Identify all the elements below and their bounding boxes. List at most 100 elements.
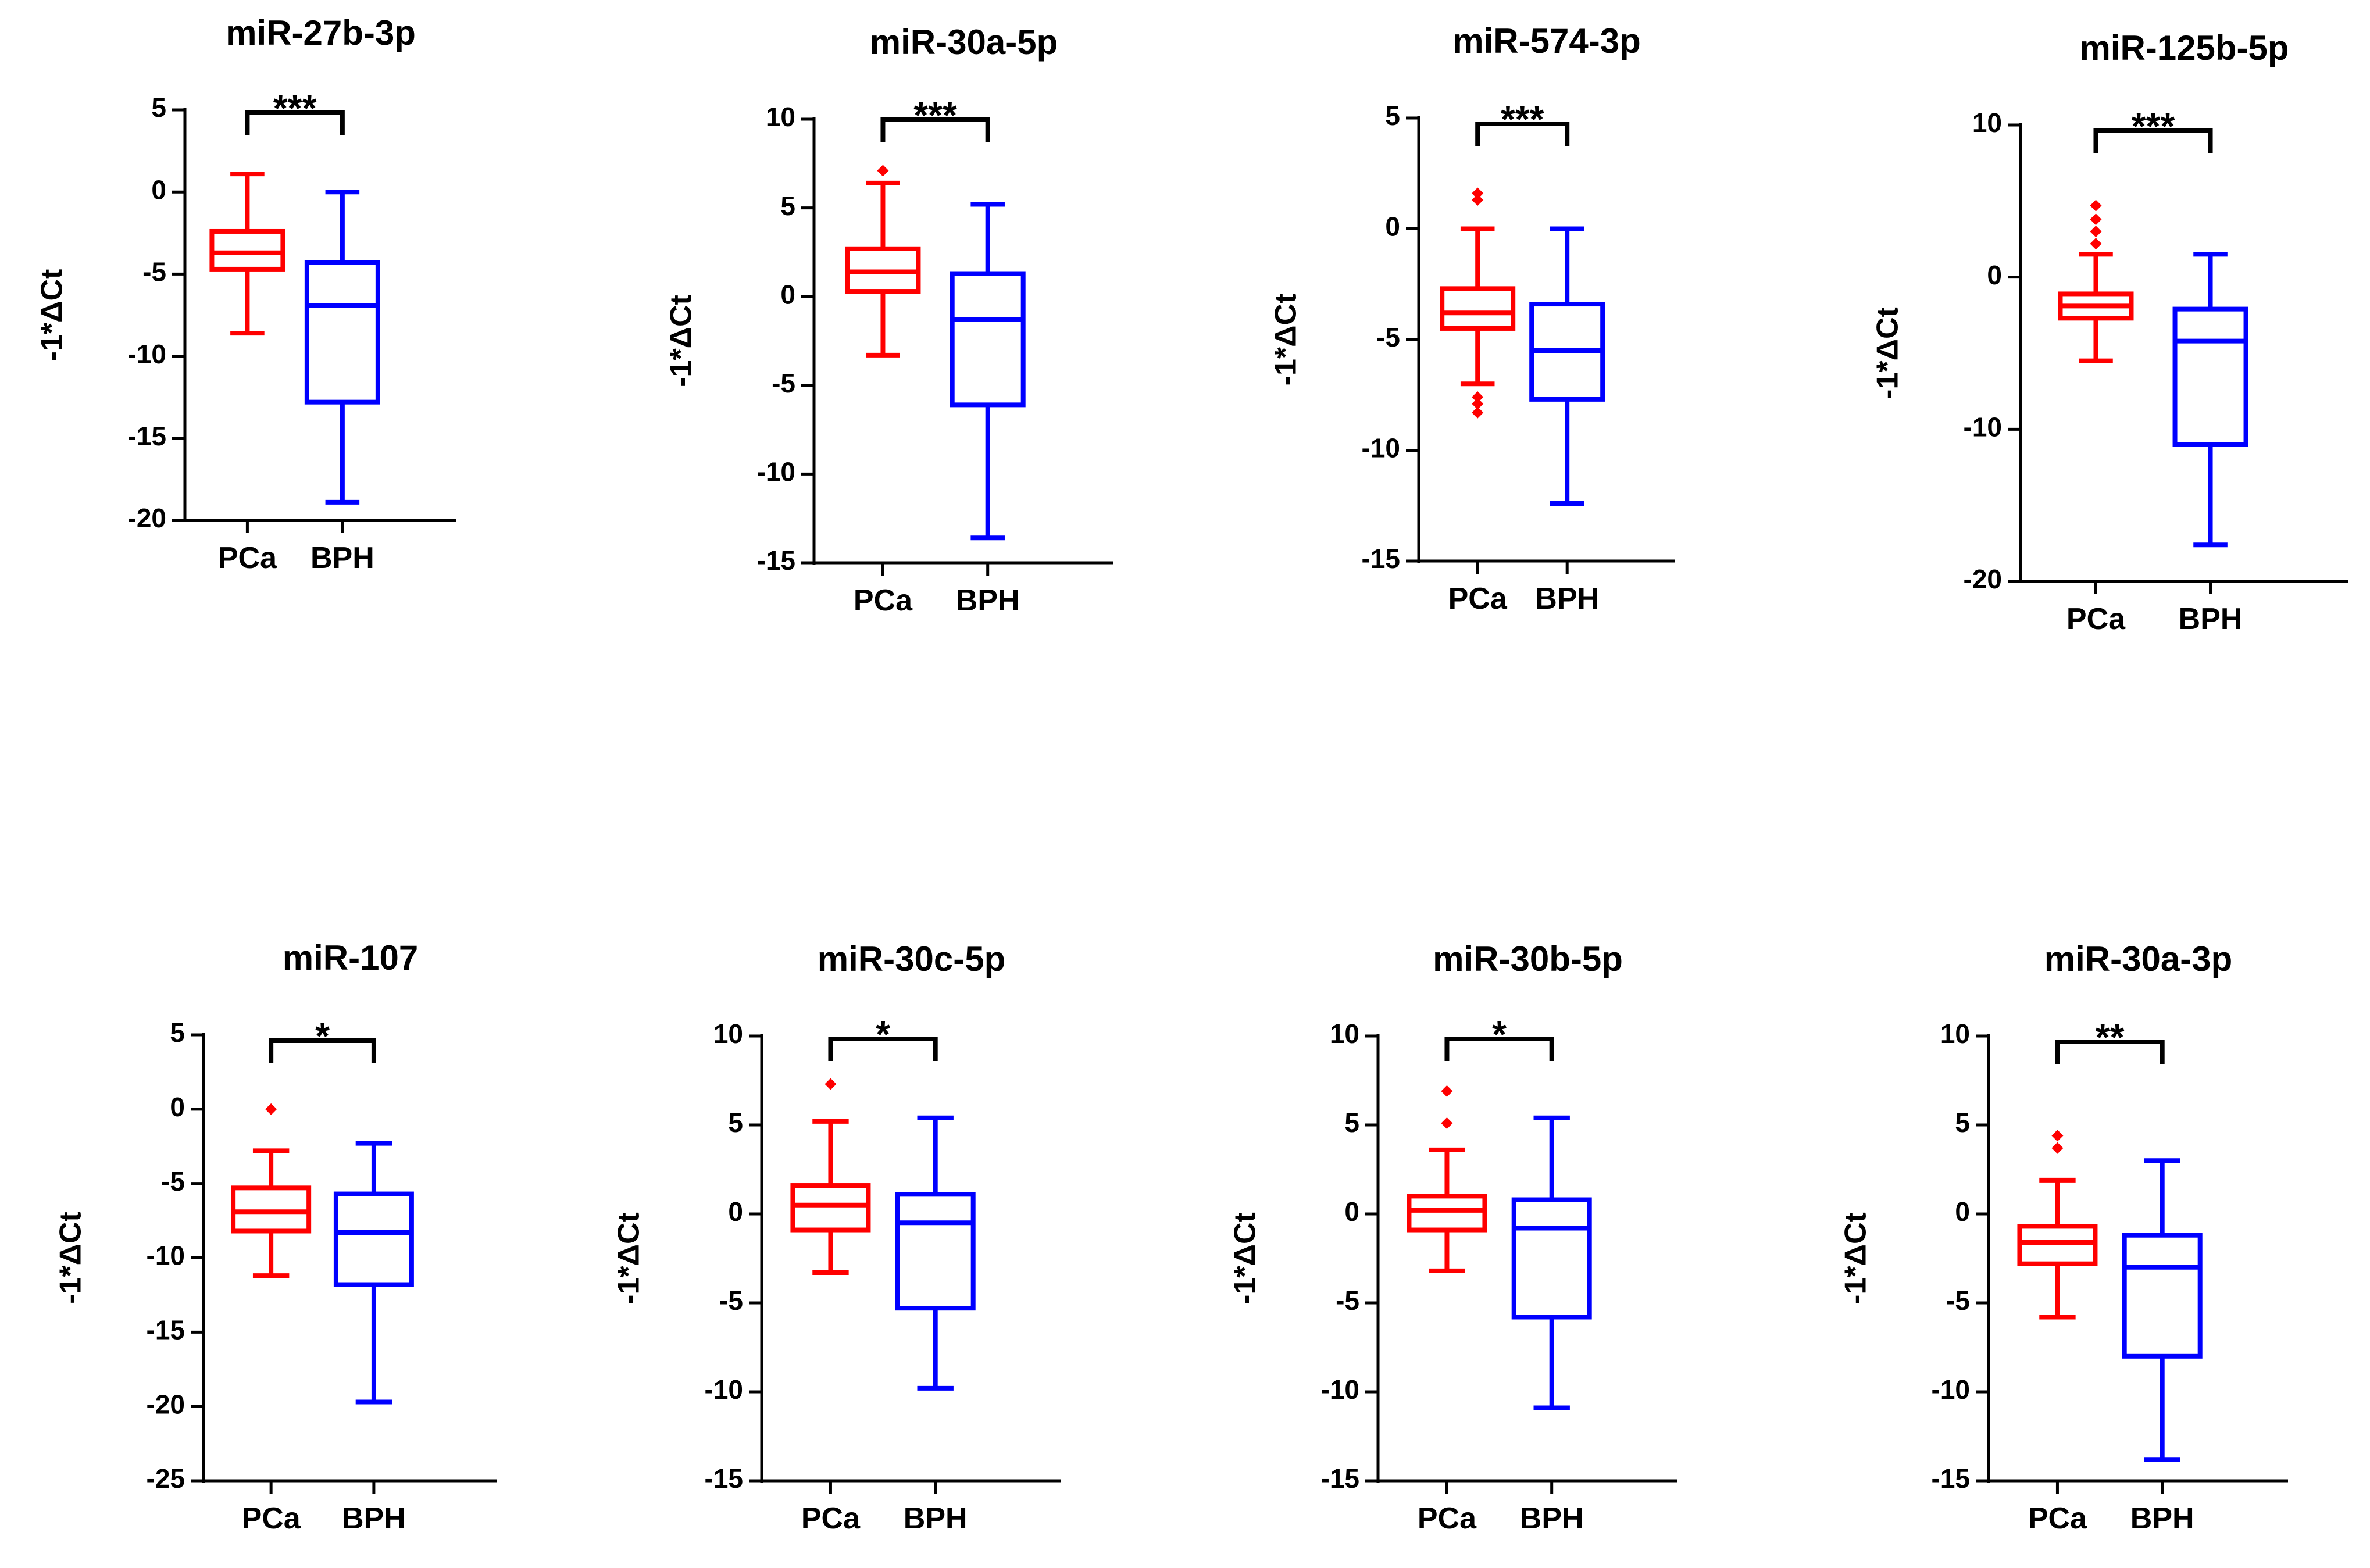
outlier-point <box>1472 398 1484 410</box>
y-tick-label: -15 <box>757 545 795 576</box>
box-bph <box>304 190 380 505</box>
y-tick-label: -5 <box>719 1285 743 1316</box>
panel-title: miR-30a-5p <box>870 23 1058 62</box>
outlier-point <box>2090 199 2102 212</box>
significance-label: *** <box>2132 105 2175 147</box>
x-tick-label: BPH <box>310 541 374 575</box>
box-bph <box>1511 1115 1592 1410</box>
significance-bracket <box>2055 1040 2165 1064</box>
box-pca <box>845 165 921 358</box>
panel-title: miR-574-3p <box>1452 22 1640 60</box>
panel-title: miR-30c-5p <box>818 940 1005 978</box>
y-axis-label: -1*ΔCt <box>1871 307 1905 399</box>
significance-bracket <box>245 110 345 135</box>
y-tick-label: 5 <box>1385 101 1400 131</box>
iqr-box <box>209 228 285 272</box>
iqr-box <box>950 271 1026 408</box>
y-tick-label: -10 <box>1321 1374 1359 1405</box>
outlier-point <box>1472 391 1484 403</box>
box-pca <box>790 1078 871 1275</box>
y-tick-label: 0 <box>1344 1196 1359 1227</box>
iqr-box <box>1511 1197 1592 1320</box>
outlier-point <box>265 1103 277 1115</box>
x-tick-label: BPH <box>342 1502 406 1535</box>
y-tick-label: -25 <box>147 1463 185 1494</box>
iqr-box <box>2017 1224 2098 1266</box>
y-tick-label: -15 <box>1932 1463 1970 1494</box>
y-tick-label: -5 <box>772 368 795 398</box>
y-tick-label: -20 <box>1964 564 2002 594</box>
y-tick-label: -20 <box>147 1389 185 1419</box>
y-tick-label: 0 <box>1987 260 2002 290</box>
panel-mir-30a-3p: miR-30a-3p -1*ΔCt 10 5 0 -5 -10 -15 PCa BPH ** <box>1839 940 2288 1535</box>
y-tick-label: 5 <box>1955 1108 1970 1138</box>
iqr-box <box>2122 1233 2203 1359</box>
y-tick-label: -10 <box>128 339 166 369</box>
y-tick-label: -15 <box>705 1463 743 1494</box>
outlier-point <box>824 1078 837 1090</box>
y-tick-label: -10 <box>1964 412 2002 442</box>
panel-title: miR-30b-5p <box>1433 940 1623 978</box>
outlier-point <box>1441 1117 1453 1129</box>
y-tick-label: -5 <box>142 257 166 287</box>
outlier-point <box>1472 187 1484 199</box>
box-pca <box>1440 187 1516 419</box>
x-tick-label: PCa <box>854 584 913 617</box>
panel-mir-30a-5p: miR-30a-5p -1*ΔCt 10 5 0 -5 -10 -15 PCa BPH *** <box>665 23 1113 617</box>
iqr-box <box>895 1192 976 1311</box>
significance-label: * <box>315 1015 330 1057</box>
y-tick-label: 0 <box>1385 212 1400 242</box>
panel-mir-107: miR-107 -1*ΔCt 5 0 -5 -10 -15 -20 -25 PCa BPH * <box>54 938 497 1535</box>
y-tick-label: -15 <box>1321 1463 1359 1494</box>
outlier-point <box>2051 1142 2064 1154</box>
outlier-point <box>2090 213 2102 226</box>
panel-mir-30b-5p: miR-30b-5p -1*ΔCt 10 5 0 -5 -10 -15 PCa BPH * <box>1229 940 1677 1535</box>
y-axis-label: -1*ΔCt <box>1839 1212 1873 1305</box>
y-axis-label: -1*ΔCt <box>1229 1212 1262 1305</box>
box-bph <box>333 1141 414 1405</box>
box-pca <box>2058 199 2134 363</box>
significance-bracket <box>1475 122 1570 146</box>
box-bph <box>950 202 1026 541</box>
box-bph <box>895 1115 976 1391</box>
panel-title: miR-107 <box>283 938 418 977</box>
y-tick-label: 5 <box>170 1017 185 1048</box>
y-tick-label: -15 <box>147 1315 185 1345</box>
outlier-point <box>877 165 889 177</box>
significance-label: *** <box>1501 98 1544 140</box>
y-tick-label: -5 <box>1336 1285 1359 1316</box>
significance-bracket <box>269 1038 376 1063</box>
y-tick-label: 10 <box>1972 108 2002 138</box>
y-tick-label: -20 <box>128 503 166 533</box>
iqr-box <box>790 1183 871 1233</box>
outlier-point <box>2051 1130 2064 1142</box>
y-tick-label: 10 <box>1940 1019 1970 1049</box>
y-axis-label: -1*ΔCt <box>665 295 698 387</box>
y-tick-label: 10 <box>1330 1019 1359 1049</box>
significance-label: * <box>1492 1013 1507 1055</box>
y-tick-label: 10 <box>766 102 795 132</box>
significance-bracket <box>2093 128 2213 153</box>
outlier-point <box>1472 194 1484 206</box>
x-tick-label: BPH <box>956 584 1020 617</box>
panel-title: miR-125b-5p <box>2079 28 2289 67</box>
x-tick-label: PCa <box>2066 602 2126 636</box>
x-tick-label: PCa <box>1448 582 1508 616</box>
significance-label: * <box>876 1013 890 1055</box>
y-tick-label: 0 <box>151 174 166 205</box>
y-tick-label: -15 <box>128 421 166 451</box>
box-bph <box>2122 1158 2203 1462</box>
y-tick-label: -10 <box>1932 1374 1970 1405</box>
panel-mir-125b-5p: miR-125b-5p -1*ΔCt 10 0 -10 -20 PCa BPH *** <box>1871 28 2348 636</box>
y-tick-label: 0 <box>1955 1196 1970 1227</box>
y-axis-label: -1*ΔCt <box>1269 294 1303 386</box>
x-tick-label: PCa <box>242 1502 301 1535</box>
significance-label: *** <box>913 94 957 136</box>
y-tick-label: 5 <box>780 191 795 221</box>
y-tick-label: -10 <box>757 457 795 487</box>
significance-label: ** <box>2096 1016 2125 1058</box>
significance-label: *** <box>273 87 317 129</box>
y-tick-label: -5 <box>1946 1285 1970 1316</box>
x-tick-label: PCa <box>801 1502 861 1535</box>
